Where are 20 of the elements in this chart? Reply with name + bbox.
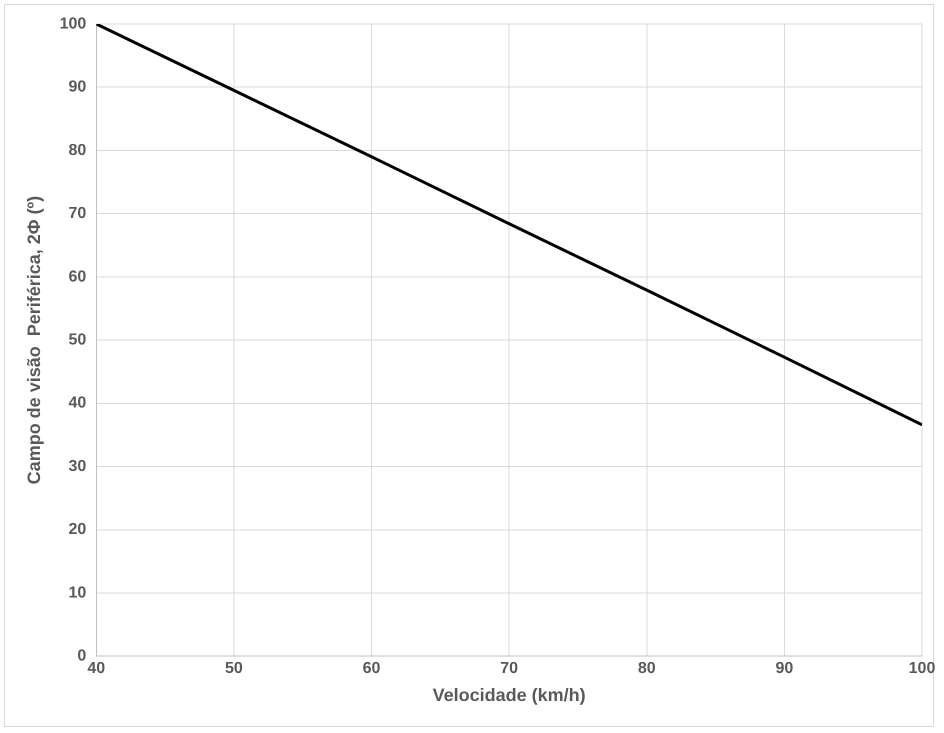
x-tick-label: 100 bbox=[908, 660, 936, 678]
y-tick-label: 0 bbox=[77, 648, 86, 665]
y-tick-label: 20 bbox=[68, 521, 86, 538]
x-tick-label: 70 bbox=[500, 660, 518, 678]
x-tick-label: 90 bbox=[775, 660, 794, 678]
y-tick-label: 60 bbox=[68, 268, 86, 286]
x-axis-title: Velocidade (km/h) bbox=[432, 685, 586, 706]
y-tick-label: 50 bbox=[68, 332, 86, 349]
y-axis-title: Campo de visão Periférica, 2Φ (º) bbox=[24, 196, 44, 484]
y-tick-label: 70 bbox=[68, 205, 86, 222]
x-tick-label: 40 bbox=[87, 660, 106, 678]
y-tick-label: 100 bbox=[60, 15, 86, 32]
y-tick-label: 90 bbox=[68, 78, 86, 96]
y-tick-label: 30 bbox=[68, 458, 86, 475]
y-tick-label: 40 bbox=[68, 394, 86, 412]
y-tick-label: 10 bbox=[68, 584, 86, 602]
x-tick-label: 50 bbox=[225, 660, 243, 678]
x-tick-label: 60 bbox=[362, 660, 381, 678]
x-tick-label: 80 bbox=[638, 660, 656, 678]
y-tick-label: 80 bbox=[68, 142, 86, 159]
